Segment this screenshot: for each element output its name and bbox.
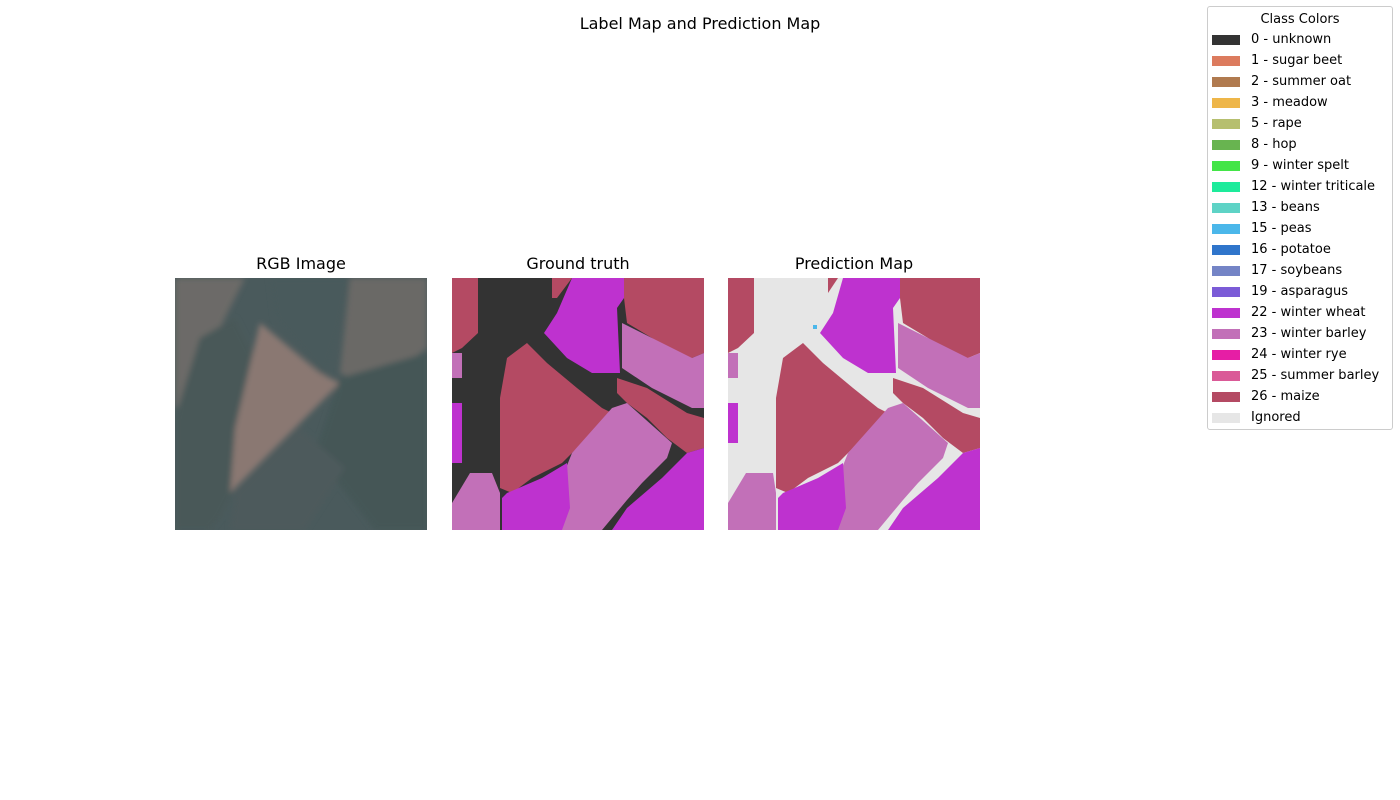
legend-label: 9 - winter spelt: [1251, 158, 1350, 173]
legend-item: 12 - winter triticale: [1212, 178, 1375, 195]
legend-item: 13 - beans: [1212, 199, 1320, 216]
legend-swatch: [1212, 34, 1240, 45]
legend-item: 23 - winter barley: [1212, 325, 1366, 342]
prediction-map-title: Prediction Map: [794, 254, 914, 273]
legend-label: 13 - beans: [1251, 200, 1320, 215]
legend-label: 0 - unknown: [1251, 32, 1332, 47]
class-colors-legend: Class Colors 0 - unknown 1 - sugar beet 2 …: [1207, 6, 1393, 430]
legend-label: 2 - summer oat: [1251, 74, 1352, 89]
legend-swatch: [1212, 181, 1240, 192]
legend-label: 16 - potatoe: [1251, 242, 1331, 257]
ground-truth-graphic: [452, 278, 704, 530]
legend-swatch: [1212, 349, 1240, 360]
prediction-map: [728, 278, 980, 530]
legend-swatch: [1212, 97, 1240, 108]
legend-title: Class Colors: [1260, 12, 1340, 27]
legend-swatch: [1212, 412, 1240, 423]
legend-label: 1 - sugar beet: [1251, 53, 1343, 68]
legend-swatch: [1212, 139, 1240, 150]
legend-swatch: [1212, 391, 1240, 402]
legend-swatch: [1212, 118, 1240, 129]
legend-item: 2 - summer oat: [1212, 73, 1351, 90]
rgb-image-graphic: [175, 278, 427, 530]
legend-swatch: [1212, 307, 1240, 318]
legend-label: 26 - maize: [1251, 389, 1320, 404]
legend-label: 5 - rape: [1251, 116, 1302, 131]
legend-item: 25 - summer barley: [1212, 367, 1379, 384]
legend-label: 23 - winter barley: [1251, 326, 1367, 341]
legend-item: 17 - soybeans: [1212, 262, 1342, 279]
legend-swatch: [1212, 328, 1240, 339]
legend-swatch: [1212, 55, 1240, 66]
legend-label: 15 - peas: [1251, 221, 1312, 236]
prediction-map-graphic: [728, 278, 980, 530]
legend-swatch: [1212, 160, 1240, 171]
figure-title: Label Map and Prediction Map: [579, 14, 821, 33]
legend-item: 1 - sugar beet: [1212, 52, 1342, 69]
legend-item: 3 - meadow: [1212, 94, 1328, 111]
legend-item: 22 - winter wheat: [1212, 304, 1366, 321]
ground-truth-title: Ground truth: [526, 254, 630, 273]
ground-truth-map: [452, 278, 704, 530]
legend-label: 25 - summer barley: [1251, 368, 1380, 383]
legend-label: 8 - hop: [1251, 137, 1297, 152]
legend-item: 19 - asparagus: [1212, 283, 1348, 300]
legend-item: 24 - winter rye: [1212, 346, 1347, 363]
legend-swatch: [1212, 76, 1240, 87]
legend-item: 9 - winter spelt: [1212, 157, 1349, 174]
legend-swatch: [1212, 223, 1240, 234]
legend-swatch: [1212, 202, 1240, 213]
legend-label: 24 - winter rye: [1251, 347, 1347, 362]
legend-swatch: [1212, 244, 1240, 255]
legend-item: 0 - unknown: [1212, 31, 1331, 48]
legend-item: Ignored: [1212, 409, 1301, 426]
legend-label: 22 - winter wheat: [1251, 305, 1366, 320]
legend-label: Ignored: [1251, 410, 1301, 425]
legend-label: 3 - meadow: [1251, 95, 1328, 110]
legend-item: 16 - potatoe: [1212, 241, 1331, 258]
legend-item: 26 - maize: [1212, 388, 1320, 405]
legend-label: 17 - soybeans: [1251, 263, 1343, 278]
legend-item: 15 - peas: [1212, 220, 1312, 237]
legend-swatch: [1212, 286, 1240, 297]
legend-item: 8 - hop: [1212, 136, 1297, 153]
legend-item: 5 - rape: [1212, 115, 1302, 132]
rgb-image: [175, 278, 427, 530]
legend-swatch: [1212, 370, 1240, 381]
legend-label: 12 - winter triticale: [1251, 179, 1376, 194]
legend-label: 19 - asparagus: [1251, 284, 1349, 299]
rgb-image-title: RGB Image: [256, 254, 346, 273]
legend-swatch: [1212, 265, 1240, 276]
